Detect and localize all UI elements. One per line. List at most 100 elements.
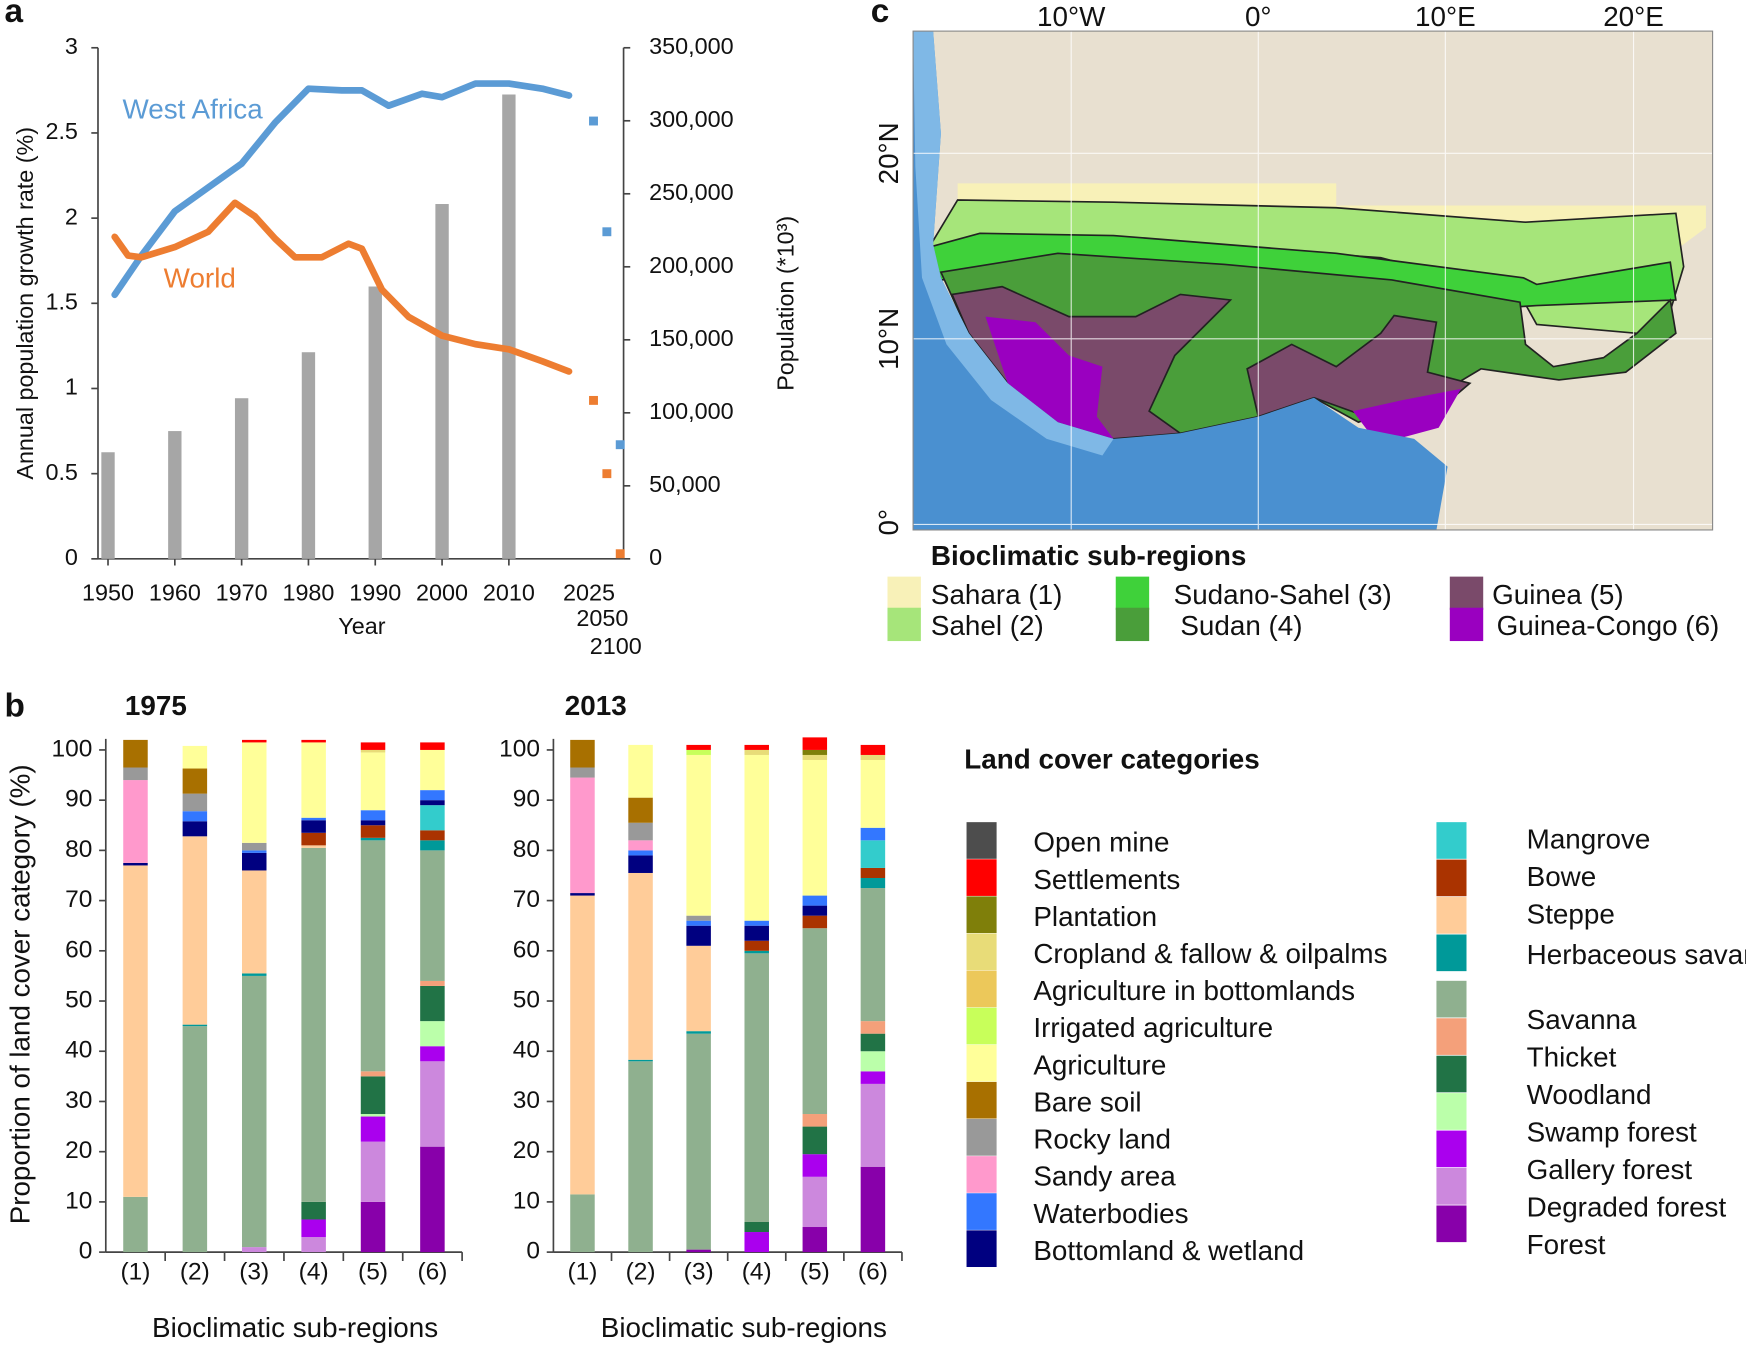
x-tick-label: 2010 <box>483 580 535 606</box>
bar-segment <box>686 1031 711 1034</box>
bar-segment <box>628 1061 653 1253</box>
bar-segment <box>860 877 886 889</box>
bar-segment <box>301 817 326 821</box>
legend-swatch <box>1436 1093 1467 1130</box>
legend-swatch <box>966 896 997 934</box>
y-tick-label: 90 <box>513 786 540 813</box>
legend-label: Degraded forest <box>1527 1191 1727 1222</box>
bar-segment <box>686 749 711 755</box>
projection-point <box>615 440 625 450</box>
bar-segment <box>360 749 386 753</box>
bar-segment <box>242 850 267 853</box>
bar-segment <box>570 895 595 1195</box>
x-tick-label: (2) <box>626 1259 656 1286</box>
y-tick-label: 3 <box>65 33 78 59</box>
bar-segment <box>570 893 595 896</box>
bar-segment <box>570 1194 595 1253</box>
bar-segment <box>744 925 769 941</box>
bar-segment <box>420 985 445 1022</box>
bar-segment <box>744 754 769 921</box>
bar-segment <box>686 1249 711 1253</box>
map-legend-swatch <box>1115 576 1150 610</box>
bar-segment <box>860 867 886 878</box>
x-tick-label: (3) <box>684 1259 714 1286</box>
bar-segment <box>628 744 653 798</box>
x-tick-label: 2000 <box>416 580 468 606</box>
x-tick-label: (4) <box>299 1259 329 1286</box>
bar <box>101 452 115 559</box>
bar-segment <box>628 855 653 873</box>
bar <box>301 352 316 559</box>
lon-label: 10°E <box>1415 1 1476 32</box>
y-tick-label: 20 <box>65 1137 92 1164</box>
legend-label: Agriculture in bottomlands <box>1033 975 1355 1006</box>
projection-point <box>589 395 598 405</box>
bar-segment <box>744 950 769 954</box>
bar-segment <box>242 870 267 974</box>
legend-label: Swamp forest <box>1527 1117 1697 1148</box>
x-tick-label: 1950 <box>82 580 134 606</box>
bar-segment <box>802 895 828 906</box>
legend-swatch <box>966 1230 997 1268</box>
y-tick-label: 50 <box>65 987 92 1014</box>
y-tick-label: 40 <box>65 1037 92 1064</box>
y-tick-label: 10 <box>65 1187 92 1214</box>
y2-tick-label: 150,000 <box>649 325 733 351</box>
bar-segment <box>242 852 267 871</box>
legend-swatch <box>1436 980 1467 1018</box>
legend-label: Cropland & fallow & oilpalms <box>1033 938 1387 969</box>
x-tick-label: 1990 <box>349 580 401 606</box>
bar-segment <box>360 1116 386 1142</box>
lon-label: 10°W <box>1037 1 1106 32</box>
bar-segment <box>301 1219 326 1238</box>
bar-segment <box>123 865 148 1197</box>
y2-tick-label: 50,000 <box>649 471 720 497</box>
bar-segment <box>860 888 886 1022</box>
map-legend-label: Sudano-Sahel (3) <box>1174 579 1392 610</box>
bar-segment <box>802 928 828 1115</box>
bar-segment <box>182 836 208 1025</box>
x-tick-label: (1) <box>121 1259 151 1286</box>
lat-label: 0° <box>873 509 904 536</box>
bar <box>435 204 449 559</box>
legend-swatch <box>1436 1168 1467 1205</box>
bar-segment <box>242 842 267 851</box>
bar-segment <box>628 822 653 841</box>
panel-label: c <box>871 0 890 30</box>
bar-segment <box>420 840 445 851</box>
bar-segment <box>686 915 711 921</box>
legend-swatch <box>1436 897 1467 934</box>
y2-tick-label: 250,000 <box>649 179 733 205</box>
bar-segment <box>301 820 326 833</box>
map-legend-label: Sahara (1) <box>931 579 1062 610</box>
y-tick-label: 0 <box>526 1238 540 1265</box>
bar-segment <box>744 940 769 951</box>
x-axis-title: Bioclimatic sub-regions <box>152 1312 438 1343</box>
map-legend-swatch <box>1449 576 1484 610</box>
bar-segment <box>182 793 208 812</box>
bar-segment <box>802 1227 828 1253</box>
legend-label: Forest <box>1527 1229 1606 1260</box>
bar-segment <box>420 1061 445 1147</box>
map-legend-swatch <box>887 607 921 642</box>
bar-segment <box>570 739 595 768</box>
bar-segment <box>860 827 886 841</box>
legend-label: Rocky land <box>1033 1124 1171 1155</box>
legend-swatch <box>966 1044 997 1082</box>
y-tick-label: 1 <box>65 374 78 400</box>
legend-label: Steppe <box>1527 898 1615 929</box>
x-axis-title: Bioclimatic sub-regions <box>601 1312 887 1343</box>
y-tick-label: 70 <box>65 886 92 913</box>
bar-segment <box>860 1033 886 1052</box>
bar-segment <box>802 754 828 760</box>
legend-label: Waterbodies <box>1033 1198 1188 1229</box>
legend-label: Woodland <box>1527 1079 1652 1110</box>
bar-segment <box>744 749 769 755</box>
legend-label: Bottomland & wetland <box>1033 1235 1304 1266</box>
map-legend-swatch <box>1449 607 1484 642</box>
bar-segment <box>242 1247 267 1253</box>
legend-label: Plantation <box>1033 901 1157 932</box>
bar-segment <box>123 1196 148 1253</box>
map <box>912 30 1714 531</box>
bar-segment <box>686 744 711 750</box>
